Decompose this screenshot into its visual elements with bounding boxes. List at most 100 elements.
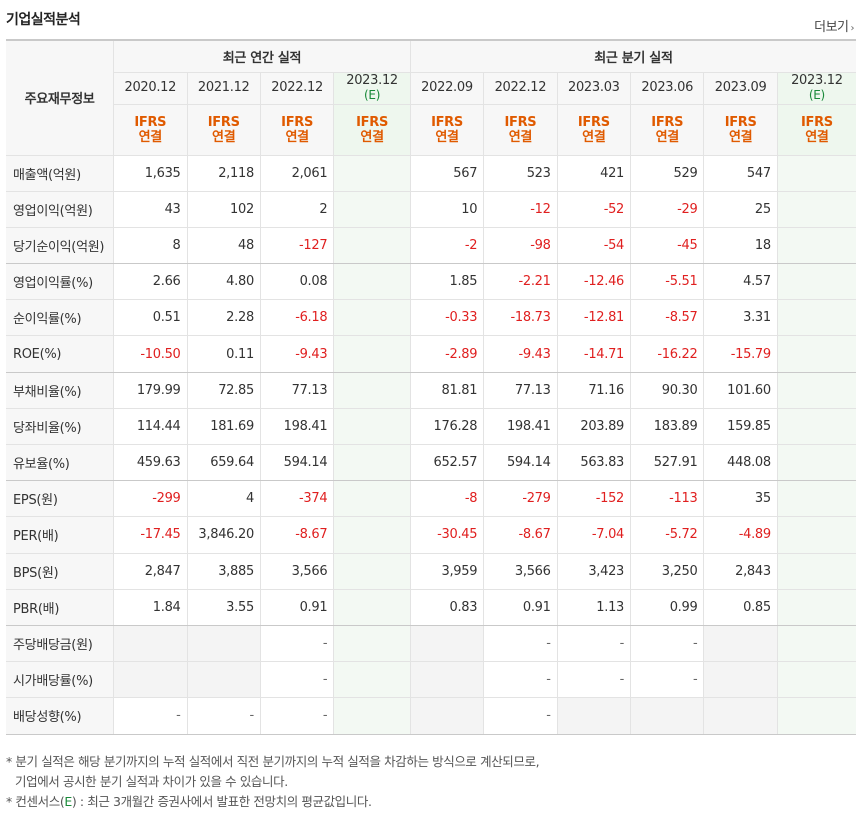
row-label: ROE(%): [6, 335, 115, 373]
table-cell: 594.14: [483, 443, 558, 482]
table-cell: -10.50: [113, 335, 188, 373]
row-label: PER(배): [6, 516, 115, 554]
table-cell: 523: [483, 154, 558, 192]
section-title: 기업실적분석: [6, 12, 81, 28]
table-cell: -: [186, 697, 261, 735]
table-cell: 3,566: [259, 552, 335, 590]
table-cell: 159.85: [703, 407, 778, 446]
table-cell: -279: [483, 480, 558, 518]
table-cell: 0.83: [409, 588, 485, 626]
table-cell: 198.41: [483, 407, 558, 446]
table-cell: -: [630, 624, 705, 663]
table-cell: [556, 697, 632, 735]
table-cell: [776, 480, 856, 518]
ifrs-label: IFRS: [651, 114, 684, 130]
period-header-annual-2: 2022.12: [259, 71, 335, 105]
row-label: 주당배당금(원): [6, 624, 115, 663]
table-cell: [776, 552, 856, 590]
table-cell: -45: [630, 226, 705, 265]
table-cell: -8: [409, 480, 485, 518]
table-cell: -30.45: [409, 516, 485, 554]
table-cell: [333, 190, 411, 228]
table-cell: -54: [556, 226, 632, 265]
table-cell: -8.57: [630, 299, 705, 337]
ifrs-label: IFRS: [724, 114, 757, 130]
standard-header-7: IFRS 연결: [630, 103, 705, 156]
table-cell: 3,959: [409, 552, 485, 590]
table-cell: 3,566: [483, 552, 558, 590]
table-cell: -8.67: [259, 516, 335, 554]
table-cell: -52: [556, 190, 632, 228]
standard-header-3: IFRS 연결: [333, 103, 411, 156]
table-cell: 102: [186, 190, 261, 228]
table-cell: [333, 371, 411, 409]
table-cell: 3,250: [630, 552, 705, 590]
table-cell: 77.13: [483, 371, 558, 409]
period-label: 2023.12: [791, 73, 843, 88]
table-cell: [333, 407, 411, 446]
table-row: 배당성향(%) - - - -: [6, 697, 856, 735]
standard-header-6: IFRS 연결: [556, 103, 632, 156]
table-cell: 1.85: [409, 263, 485, 301]
row-label: 매출액(억원): [6, 154, 115, 192]
table-row: 매출액(억원) 1,635 2,118 2,061 567 523 421 529 547: [6, 154, 856, 192]
row-label: 영업이익률(%): [6, 263, 115, 301]
table-cell: -374: [259, 480, 335, 518]
table-cell: -: [483, 697, 558, 735]
row-label: 당좌비율(%): [6, 407, 115, 446]
table-cell: -: [483, 624, 558, 663]
table-cell: -: [259, 624, 335, 663]
period-label: 2022.09: [421, 80, 473, 95]
table-cell: [333, 226, 411, 265]
table-cell: 0.08: [259, 263, 335, 301]
quarter-group-header: 최근 분기 실적: [409, 39, 856, 73]
table-cell: -14.71: [556, 335, 632, 373]
table-cell: -18.73: [483, 299, 558, 337]
table-cell: 203.89: [556, 407, 632, 446]
table-cell: -: [556, 624, 632, 663]
row-label: 영업이익(억원): [6, 190, 115, 228]
table-cell: 90.30: [630, 371, 705, 409]
table-row: 당기순이익(억원) 8 48 -127 -2 -98 -54 -45 18: [6, 226, 856, 265]
table-cell: [776, 661, 856, 699]
consolidated-label: 연결: [360, 129, 384, 145]
table-cell: -2: [409, 226, 485, 265]
table-cell: [776, 588, 856, 626]
table-cell: 77.13: [259, 371, 335, 409]
table-cell: -5.72: [630, 516, 705, 554]
more-link[interactable]: 더보기 ›: [814, 16, 854, 35]
standard-header-5: IFRS 연결: [483, 103, 558, 156]
table-row: EPS(원) -299 4 -374 -8 -279 -152 -113 35: [6, 480, 856, 518]
period-header-annual-0: 2020.12: [113, 71, 188, 105]
table-cell: -: [113, 697, 188, 735]
table-cell: 527.91: [630, 443, 705, 482]
table-cell: 0.91: [483, 588, 558, 626]
row-label: 시가배당률(%): [6, 661, 115, 699]
table-cell: 529: [630, 154, 705, 192]
table-cell: -5.51: [630, 263, 705, 301]
table-cell: [776, 697, 856, 735]
table-row: BPS(원) 2,847 3,885 3,566 3,959 3,566 3,423 3,25…: [6, 552, 856, 590]
table-cell: [776, 371, 856, 409]
period-label: 2022.12: [494, 80, 547, 95]
table-cell: -299: [113, 480, 188, 518]
table-cell: 0.51: [113, 299, 188, 337]
table-row: PBR(배) 1.84 3.55 0.91 0.83 0.91 1.13 0.99 0.85: [6, 588, 856, 626]
standard-header-1: IFRS 연결: [186, 103, 261, 156]
table-cell: [409, 624, 485, 663]
period-label: 2021.12: [197, 80, 250, 95]
period-label: 2023.09: [714, 80, 767, 95]
table-cell: 2.66: [113, 263, 188, 301]
table-cell: [703, 624, 778, 663]
table-cell: 43: [113, 190, 188, 228]
footnotes: * 분기 실적은 해당 분기까지의 누적 실적에서 직전 분기까지의 누적 실적…: [6, 752, 540, 812]
table-cell: 3,423: [556, 552, 632, 590]
table-cell: 659.64: [186, 443, 261, 482]
period-label: 2022.12: [271, 80, 323, 95]
table-row: 영업이익(억원) 43 102 2 10 -12 -52 -29 25: [6, 190, 856, 228]
table-cell: 2.28: [186, 299, 261, 337]
table-cell: 448.08: [703, 443, 778, 482]
footnote-2: * 컨센서스(E) : 최근 3개월간 증권사에서 발표한 전망치의 평균값입니…: [6, 792, 539, 812]
table-cell: 1.13: [556, 588, 632, 626]
standard-header-4: IFRS 연결: [409, 103, 485, 156]
